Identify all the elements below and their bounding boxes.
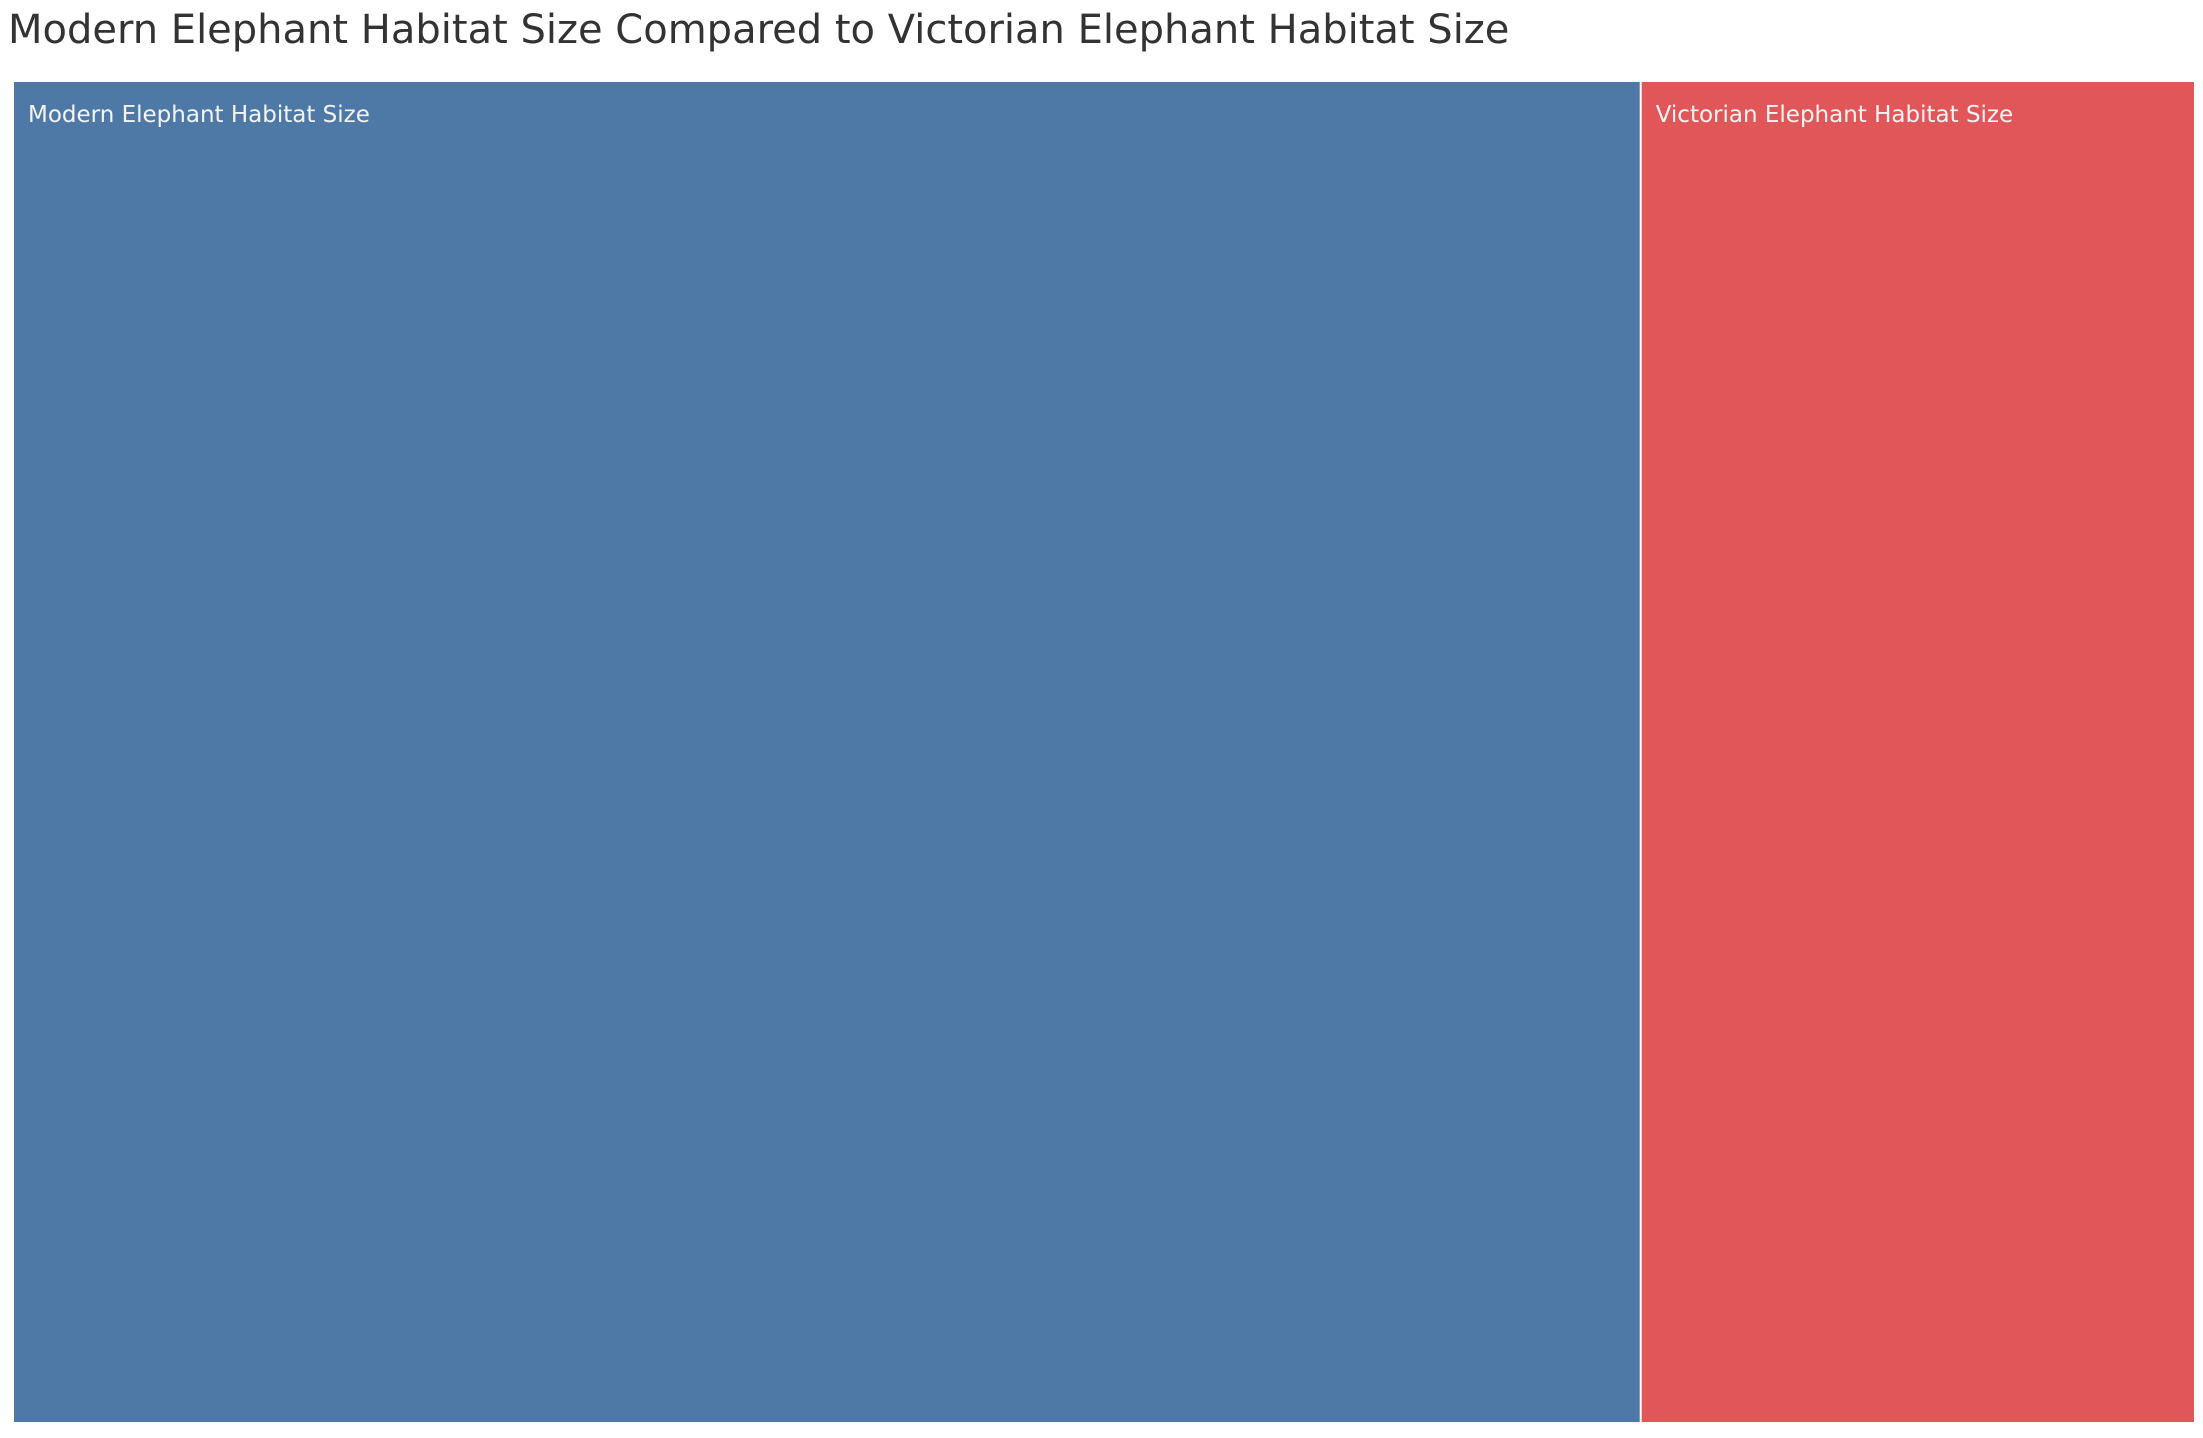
treemap-chart: Modern Elephant Habitat Size Victorian El… [14,82,2194,1422]
chart-title: Modern Elephant Habitat Size Compared to… [8,7,1510,53]
treemap-tile-label: Victorian Elephant Habitat Size [1656,102,2013,128]
treemap-tile-rect[interactable] [1641,82,2194,1422]
treemap-tile-2[interactable]: Victorian Elephant Habitat Size [1641,82,2194,1422]
treemap-tile-label: Modern Elephant Habitat Size [28,102,370,128]
treemap-tile-1[interactable]: Modern Elephant Habitat Size [14,82,1640,1422]
treemap-tile-rect[interactable] [14,82,1640,1422]
